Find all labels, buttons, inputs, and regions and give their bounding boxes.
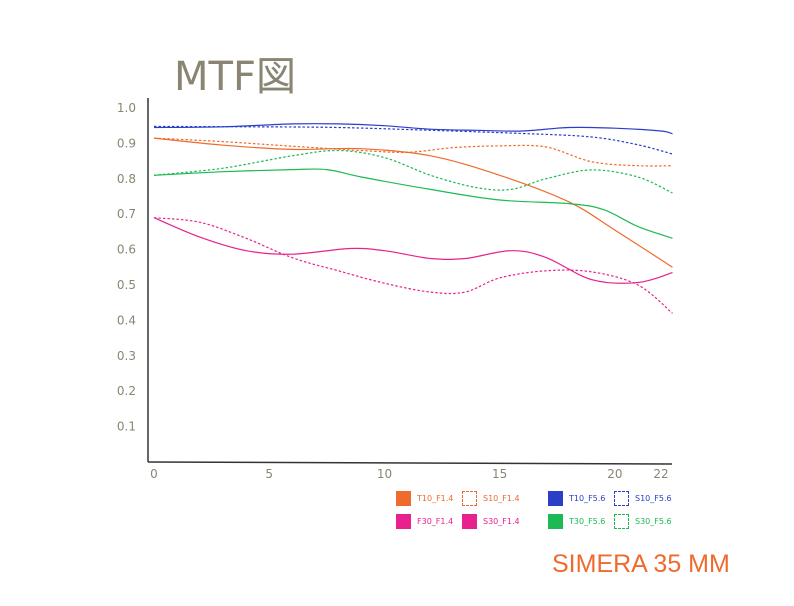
y-tick-label: 0.7 bbox=[117, 207, 136, 221]
legend-label: F30_F1.4 bbox=[417, 516, 454, 526]
series-line-t10-f1-4 bbox=[153, 137, 673, 268]
series-line-t30-f5-6 bbox=[153, 168, 673, 239]
x-tick-label: 20 bbox=[607, 467, 622, 481]
x-tick-label: 15 bbox=[492, 467, 507, 481]
legend-label: S30_F5.6 bbox=[635, 516, 672, 526]
legend-swatch bbox=[614, 490, 629, 506]
legend-item: S10_F1.4 bbox=[462, 489, 520, 507]
y-tick-label: 1.0 bbox=[117, 101, 136, 115]
y-tick-label: 0.5 bbox=[117, 278, 136, 292]
x-tick-label: 10 bbox=[377, 467, 392, 481]
legend-swatch bbox=[548, 490, 563, 506]
legend-item: T10_F1.4 bbox=[396, 489, 453, 507]
x-tick-label: 0 bbox=[150, 467, 158, 481]
legend-item: F30_F1.4 bbox=[396, 512, 453, 530]
y-tick-label: 0.4 bbox=[117, 313, 136, 327]
series-line-s10-f5-6 bbox=[153, 125, 673, 155]
x-axis bbox=[147, 461, 673, 465]
series-line-t10-f5-6 bbox=[153, 123, 673, 135]
y-tick-label: 0.6 bbox=[117, 243, 136, 257]
y-tick-label: 0.1 bbox=[117, 420, 136, 434]
legend-swatch bbox=[462, 513, 477, 529]
x-tick-label: 5 bbox=[265, 467, 273, 481]
y-tick-label: 0.3 bbox=[117, 349, 136, 363]
y-tick-label: 0.2 bbox=[117, 384, 136, 398]
legend-swatch bbox=[614, 513, 629, 529]
legend-item: S10_F5.6 bbox=[614, 489, 672, 507]
legend-label: S30_F1.4 bbox=[483, 516, 520, 526]
legend-swatch bbox=[548, 513, 563, 529]
series-line-s30-f5-6 bbox=[153, 149, 673, 194]
legend-label: S10_F5.6 bbox=[635, 493, 672, 503]
series-line-s30-f1-4 bbox=[153, 217, 673, 314]
legend-swatch bbox=[396, 490, 411, 506]
legend-item: T30_F5.6 bbox=[548, 512, 605, 530]
y-tick-label: 0.8 bbox=[117, 172, 136, 186]
legend-label: T30_F5.6 bbox=[569, 516, 606, 526]
legend-item: T10_F5.6 bbox=[548, 489, 605, 507]
legend-item: S30_F5.6 bbox=[614, 512, 672, 530]
legend-item: S30_F1.4 bbox=[462, 512, 520, 530]
x-tick-label: 22 bbox=[653, 467, 668, 481]
legend-swatch bbox=[396, 513, 411, 529]
legend-label: T10_F5.6 bbox=[569, 493, 606, 503]
y-tick-label: 0.9 bbox=[117, 136, 136, 150]
lens-name: SIMERA 35 MM bbox=[552, 550, 730, 578]
legend-label: S10_F1.4 bbox=[483, 493, 520, 503]
legend-label: T10_F1.4 bbox=[417, 493, 454, 503]
chart-title: MTF図 bbox=[174, 54, 296, 100]
legend-swatch bbox=[462, 490, 477, 506]
series-line-s10-f1-4 bbox=[153, 137, 673, 167]
series-line-f30-f1-4 bbox=[153, 217, 673, 284]
